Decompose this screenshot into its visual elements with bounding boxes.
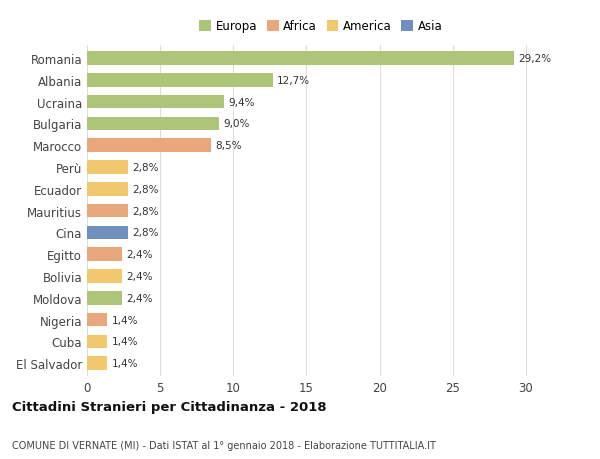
Text: 2,4%: 2,4% [127, 250, 153, 260]
Bar [87, 269, 122, 283]
Bar [87, 291, 122, 305]
Text: 2,4%: 2,4% [127, 293, 153, 303]
Bar [87, 183, 128, 196]
Text: COMUNE DI VERNATE (MI) - Dati ISTAT al 1° gennaio 2018 - Elaborazione TUTTITALIA: COMUNE DI VERNATE (MI) - Dati ISTAT al 1… [12, 440, 436, 450]
Text: 2,8%: 2,8% [133, 185, 159, 195]
Bar [87, 52, 514, 66]
Text: Cittadini Stranieri per Cittadinanza - 2018: Cittadini Stranieri per Cittadinanza - 2… [12, 400, 326, 413]
Legend: Europa, Africa, America, Asia: Europa, Africa, America, Asia [199, 21, 443, 34]
Text: 1,4%: 1,4% [112, 336, 139, 347]
Bar [87, 139, 211, 153]
Text: 12,7%: 12,7% [277, 76, 310, 86]
Text: 2,4%: 2,4% [127, 271, 153, 281]
Text: 29,2%: 29,2% [518, 54, 551, 64]
Bar [87, 204, 128, 218]
Bar [87, 118, 218, 131]
Bar [87, 313, 107, 327]
Bar [87, 74, 273, 87]
Text: 8,5%: 8,5% [216, 141, 242, 151]
Text: 2,8%: 2,8% [133, 162, 159, 173]
Bar [87, 226, 128, 240]
Text: 9,4%: 9,4% [229, 97, 256, 107]
Bar [87, 357, 107, 370]
Text: 9,0%: 9,0% [223, 119, 250, 129]
Text: 2,8%: 2,8% [133, 206, 159, 216]
Bar [87, 95, 224, 109]
Text: 2,8%: 2,8% [133, 228, 159, 238]
Bar [87, 161, 128, 174]
Text: 1,4%: 1,4% [112, 315, 139, 325]
Text: 1,4%: 1,4% [112, 358, 139, 368]
Bar [87, 248, 122, 261]
Bar [87, 335, 107, 348]
